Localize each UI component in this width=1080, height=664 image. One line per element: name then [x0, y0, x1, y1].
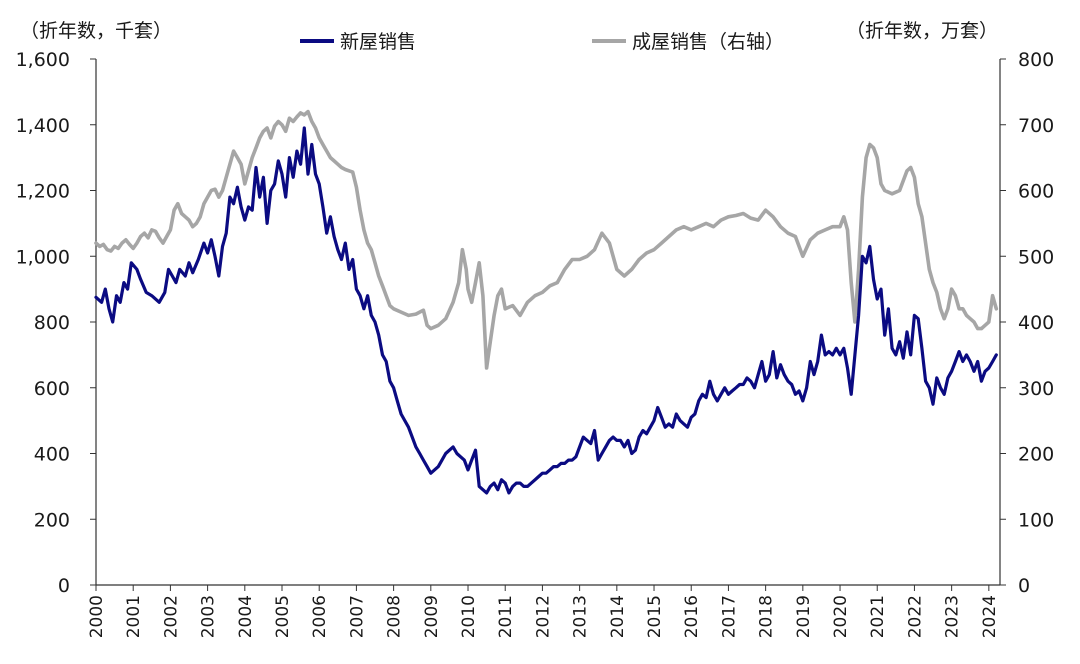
legend-label-new: 新屋销售 [340, 31, 417, 53]
x-tick-label: 2014 [608, 595, 628, 638]
right-y-tick-label: 100 [1018, 509, 1054, 531]
x-tick-label: 2004 [236, 595, 256, 638]
legend-swatch-existing [592, 38, 626, 43]
legend-swatch-new [300, 38, 334, 43]
x-tick-label: 2013 [571, 595, 591, 638]
x-tick-label: 2008 [385, 595, 405, 638]
x-tick-label: 2015 [645, 595, 665, 638]
legend-new-home-sales: 新屋销售 [300, 27, 416, 54]
right-y-tick-label: 700 [1018, 115, 1054, 137]
x-tick-label: 2017 [719, 595, 739, 638]
x-tick-label: 2024 [980, 595, 1000, 638]
right-y-tick-label: 600 [1018, 181, 1054, 203]
left-y-tick-label: 1,600 [16, 49, 70, 71]
x-tick-label: 2001 [124, 595, 144, 638]
x-tick-label: 2018 [757, 595, 777, 638]
legend-label-existing: 成屋销售（右轴） [632, 31, 785, 53]
x-tick-label: 2020 [831, 595, 851, 638]
x-tick-label: 2002 [161, 595, 181, 638]
x-tick-label: 2022 [905, 595, 925, 638]
x-tick-label: 2012 [533, 595, 553, 638]
x-tick-label: 2021 [868, 595, 888, 638]
x-tick-label: 2000 [87, 595, 107, 638]
series-line-new-home-sales [94, 126, 998, 495]
x-tick-label: 2009 [422, 595, 442, 638]
left-y-tick-label: 0 [58, 575, 70, 597]
series-line-existing-home-sales [94, 109, 999, 370]
right-y-tick-label: 0 [1018, 575, 1030, 597]
left-y-tick-label: 200 [34, 509, 70, 531]
right-axis-unit-label: （折年数，万套） [846, 20, 999, 42]
x-tick-label: 2010 [459, 595, 479, 638]
right-y-tick-label: 200 [1018, 444, 1054, 466]
left-y-tick-label: 600 [34, 378, 70, 400]
left-axis-unit-label: （折年数，千套） [20, 20, 173, 42]
left-y-tick-label: 400 [34, 444, 70, 466]
right-y-tick-label: 400 [1018, 312, 1054, 334]
left-y-tick-label: 1,400 [16, 115, 70, 137]
x-tick-label: 2011 [496, 595, 516, 638]
x-tick-label: 2005 [273, 595, 293, 638]
x-tick-label: 2003 [199, 595, 219, 638]
x-tick-label: 2019 [794, 595, 814, 638]
left-y-tick-label: 1,200 [16, 181, 70, 203]
x-tick-label: 2007 [347, 595, 367, 638]
left-y-tick-label: 1,000 [16, 246, 70, 268]
x-tick-label: 2006 [310, 595, 330, 638]
left-y-tick-label: 800 [34, 312, 70, 334]
legend-existing-home-sales: 成屋销售（右轴） [592, 27, 784, 54]
x-tick-label: 2016 [682, 595, 702, 638]
right-y-tick-label: 800 [1018, 49, 1054, 71]
right-y-tick-label: 300 [1018, 378, 1054, 400]
x-tick-label: 2023 [943, 595, 963, 638]
right-y-tick-label: 500 [1018, 246, 1054, 268]
